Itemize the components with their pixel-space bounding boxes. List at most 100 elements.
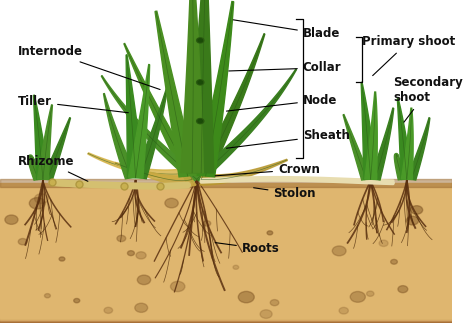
Polygon shape [134,87,168,179]
Polygon shape [181,0,203,173]
Bar [0,245,452,319]
Polygon shape [192,69,296,182]
Bar [0,287,452,320]
Bar [0,202,452,318]
Bar [0,183,452,318]
Circle shape [267,231,273,235]
Bar [0,228,452,319]
Text: Primary shoot: Primary shoot [362,36,455,76]
Bar [0,297,452,320]
Bar [0,179,452,187]
Text: Tiller: Tiller [18,95,128,113]
Circle shape [137,275,151,285]
Polygon shape [200,159,287,185]
Circle shape [398,286,408,293]
Polygon shape [183,111,210,164]
Bar [0,261,452,319]
Circle shape [74,298,80,303]
Circle shape [18,238,27,245]
Bar [0,247,452,319]
Circle shape [128,251,135,255]
Bar [0,200,452,318]
Circle shape [233,265,239,269]
Bar [0,311,452,320]
Text: Sheath: Sheath [227,129,350,148]
Circle shape [45,294,50,298]
Bar [0,309,452,320]
Polygon shape [43,118,71,180]
Bar [0,271,452,320]
Circle shape [135,303,147,312]
Text: Roots: Roots [215,242,280,255]
Bar [0,316,452,320]
Polygon shape [128,65,150,178]
Circle shape [350,291,365,302]
Bar [0,226,452,319]
Bar [0,243,452,319]
Bar [0,264,452,320]
Text: Blade: Blade [233,20,340,40]
Text: Collar: Collar [229,61,341,74]
Polygon shape [361,82,377,180]
Text: Crown: Crown [215,163,320,176]
Bar [0,250,452,319]
Bar [0,216,452,319]
Polygon shape [185,79,209,132]
Bar [0,304,452,320]
Circle shape [198,81,202,84]
Circle shape [198,39,202,42]
Bar [0,195,452,318]
Bar [0,278,452,320]
Polygon shape [103,94,137,179]
Polygon shape [194,34,265,181]
Text: Secondary
shoot: Secondary shoot [393,77,463,122]
Circle shape [391,259,397,264]
Polygon shape [34,95,49,180]
Text: Node: Node [227,94,337,111]
Bar [0,283,452,320]
Bar [0,221,452,319]
Bar [0,0,452,181]
Polygon shape [101,76,201,182]
Polygon shape [401,108,413,180]
Polygon shape [126,55,144,178]
Circle shape [198,120,202,123]
Bar [0,207,452,319]
Bar [0,240,452,319]
Circle shape [366,291,374,296]
Circle shape [270,299,279,306]
Polygon shape [155,11,196,177]
Circle shape [197,38,204,43]
Bar [0,273,452,320]
Bar [0,235,452,319]
Bar [0,259,452,319]
Bar [0,214,452,319]
Bar [0,295,452,320]
Circle shape [117,235,126,242]
Text: Rhizome: Rhizome [18,155,88,181]
Bar [0,307,452,320]
Bar [0,233,452,319]
Bar [0,238,452,319]
Bar [0,290,452,320]
Circle shape [171,281,185,292]
Bar [0,188,452,318]
Bar [0,299,452,320]
Circle shape [411,206,423,214]
Circle shape [59,257,65,261]
Polygon shape [28,155,43,180]
Bar [0,231,452,319]
Bar [0,193,452,318]
Polygon shape [197,2,234,177]
Bar [0,268,452,320]
Polygon shape [88,153,193,179]
Circle shape [5,215,18,224]
Bar [0,212,452,319]
Circle shape [165,198,178,208]
Polygon shape [407,118,430,180]
Bar [0,224,452,319]
Polygon shape [343,115,371,180]
Circle shape [104,307,113,313]
Circle shape [238,291,254,303]
Bar [0,318,452,320]
